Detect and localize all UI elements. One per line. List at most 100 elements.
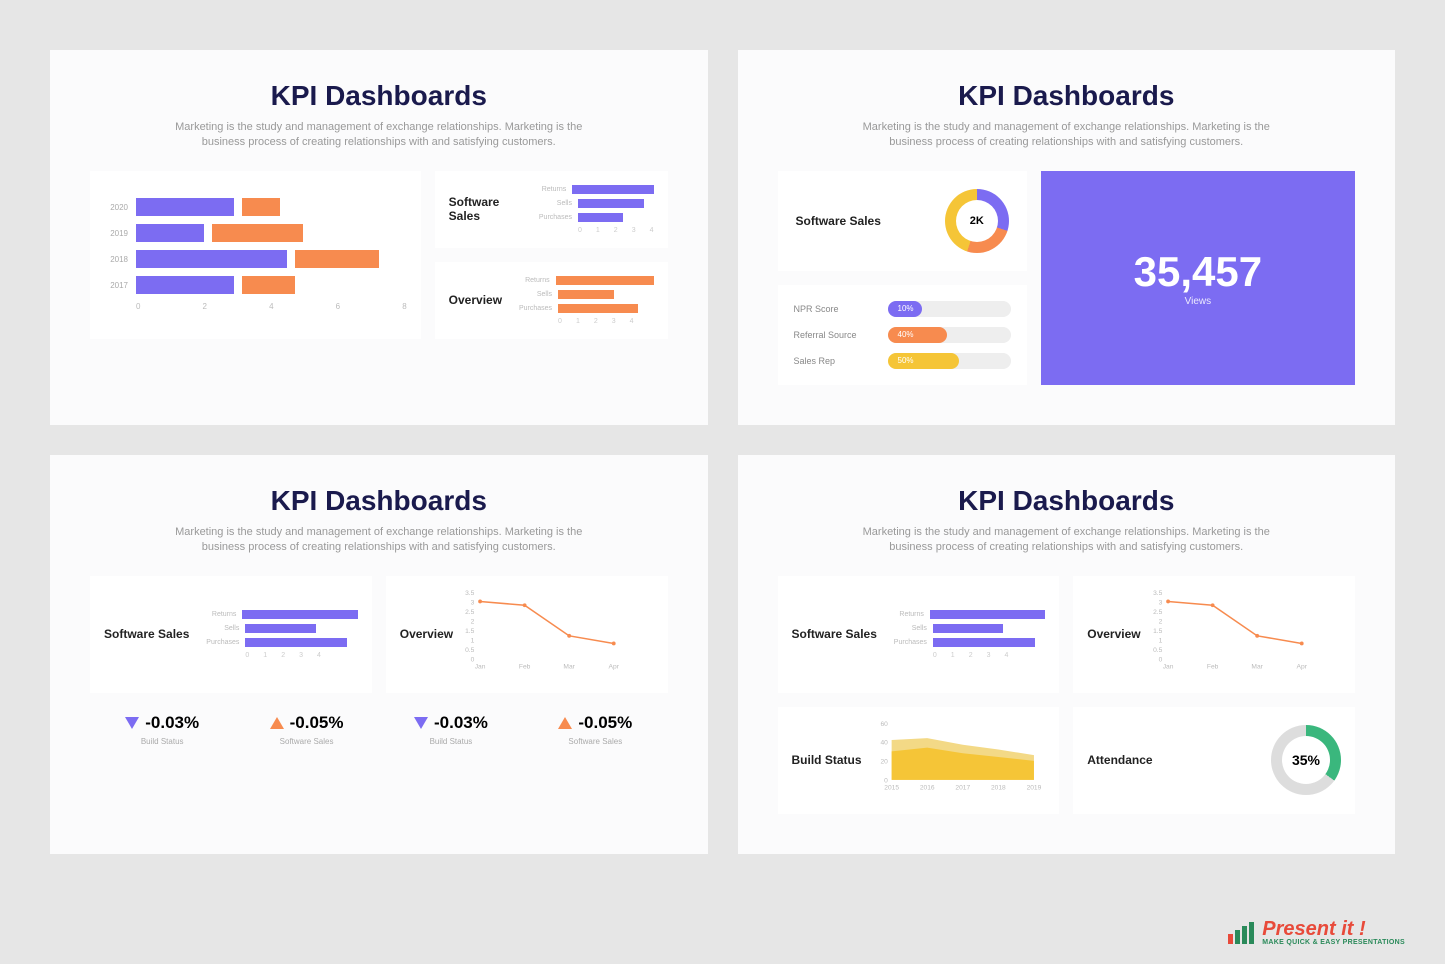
stat-item: -0.05%Software Sales xyxy=(558,713,632,746)
panel-label: Software Sales xyxy=(792,627,877,641)
software-sales-panel: Software Sales ReturnsSellsPurchases0123… xyxy=(435,171,668,248)
slide-subtitle: Marketing is the study and management of… xyxy=(159,525,599,556)
stacked-bar-panel: 202020192018201702468 xyxy=(90,171,421,339)
svg-text:3: 3 xyxy=(1158,599,1162,606)
slide-title: KPI Dashboards xyxy=(778,485,1356,517)
donut-center: 2K xyxy=(956,200,998,242)
donut-panel: Software Sales 2K xyxy=(778,171,1027,271)
svg-text:2015: 2015 xyxy=(884,784,899,791)
pills-panel: NPR Score10% Referral Source40% Sales Rep5… xyxy=(778,285,1027,385)
slide-4: KPI Dashboards Marketing is the study an… xyxy=(738,455,1396,854)
pill-row: Sales Rep50% xyxy=(794,353,1011,369)
panel-label: Software Sales xyxy=(796,214,881,228)
attendance-value: 35% xyxy=(1282,736,1330,784)
pill-row: Referral Source40% xyxy=(794,327,1011,343)
mini-bar-row: Returns xyxy=(201,610,357,619)
bar-row: 2018 xyxy=(104,250,407,268)
pill-row: NPR Score10% xyxy=(794,301,1011,317)
slide-subtitle: Marketing is the study and management of… xyxy=(846,120,1286,151)
big-metric-label: Views xyxy=(1185,296,1212,307)
svg-text:60: 60 xyxy=(880,720,888,727)
stat-item: -0.03%Build Status xyxy=(125,713,199,746)
slide-title: KPI Dashboards xyxy=(778,80,1356,112)
svg-text:Mar: Mar xyxy=(1251,663,1263,670)
panel-label: Software Sales xyxy=(104,627,189,641)
svg-text:Apr: Apr xyxy=(1296,663,1307,670)
mini-bar-row: Returns xyxy=(889,610,1045,619)
bar-row: 2020 xyxy=(104,198,407,216)
stats-row: -0.03%Build Status -0.05%Software Sales -0… xyxy=(90,713,668,746)
svg-text:2017: 2017 xyxy=(955,784,970,791)
trend-down-icon xyxy=(125,717,139,729)
stat-item: -0.03%Build Status xyxy=(414,713,488,746)
bar-row: 2017 xyxy=(104,276,407,294)
software-sales-panel: Software Sales ReturnsSellsPurchases0123… xyxy=(90,576,372,693)
panel-label: Overview xyxy=(400,627,453,641)
logo-mark-icon xyxy=(1228,922,1254,944)
slide-subtitle: Marketing is the study and management of… xyxy=(846,525,1286,556)
svg-text:40: 40 xyxy=(880,739,888,746)
mini-bar-row: Sells xyxy=(889,624,1045,633)
mini-bar-row: Returns xyxy=(514,276,653,285)
mini-bar-row: Sells xyxy=(514,290,653,299)
mini-bar-row: Returns xyxy=(534,185,654,194)
mini-bar-row: Sells xyxy=(201,624,357,633)
stat-item: -0.05%Software Sales xyxy=(270,713,344,746)
svg-text:2: 2 xyxy=(1158,618,1162,625)
attendance-donut: 35% xyxy=(1271,725,1341,795)
svg-text:1.5: 1.5 xyxy=(1153,628,1163,635)
slide-subtitle: Marketing is the study and management of… xyxy=(159,120,599,151)
overview-line-panel: Overview 3.532.521.510.50JanFebMarApr xyxy=(386,576,668,693)
build-status-panel: Build Status 604020020152016201720182019 xyxy=(778,707,1060,814)
attendance-panel: Attendance 35% xyxy=(1073,707,1355,814)
slide-title: KPI Dashboards xyxy=(90,80,668,112)
slide-grid: KPI Dashboards Marketing is the study an… xyxy=(0,0,1445,904)
panel-label: Overview xyxy=(449,293,502,307)
trend-up-icon xyxy=(558,717,572,729)
svg-text:2.5: 2.5 xyxy=(1153,608,1163,615)
svg-text:Mar: Mar xyxy=(564,663,576,670)
panel-label: Attendance xyxy=(1087,753,1152,767)
trend-up-icon xyxy=(270,717,284,729)
software-sales-panel: Software Sales ReturnsSellsPurchases0123… xyxy=(778,576,1060,693)
mini-bar-row: Purchases xyxy=(201,638,357,647)
svg-text:1: 1 xyxy=(471,637,475,644)
svg-text:2016: 2016 xyxy=(919,784,934,791)
slide-1: KPI Dashboards Marketing is the study an… xyxy=(50,50,708,425)
svg-text:1.5: 1.5 xyxy=(465,628,475,635)
svg-text:Feb: Feb xyxy=(519,663,531,670)
panel-label: Software Sales xyxy=(449,195,522,224)
svg-text:2.5: 2.5 xyxy=(465,608,475,615)
svg-text:20: 20 xyxy=(880,758,888,765)
svg-text:Apr: Apr xyxy=(609,663,620,670)
svg-text:Feb: Feb xyxy=(1207,663,1219,670)
slide-title: KPI Dashboards xyxy=(90,485,668,517)
logo-main: Present it ! xyxy=(1262,919,1405,939)
overview-panel: Overview ReturnsSellsPurchases01234 xyxy=(435,262,668,339)
slide-3: KPI Dashboards Marketing is the study an… xyxy=(50,455,708,854)
mini-bar-row: Sells xyxy=(534,199,654,208)
panel-label: Build Status xyxy=(792,753,862,767)
mini-bar-row: Purchases xyxy=(534,213,654,222)
mini-bar-row: Purchases xyxy=(514,304,653,313)
svg-text:Jan: Jan xyxy=(1162,663,1173,670)
donut-chart: 2K xyxy=(945,189,1009,253)
big-metric-panel: 35,457 Views xyxy=(1041,171,1355,385)
svg-text:3.5: 3.5 xyxy=(1153,589,1163,596)
panel-label: Overview xyxy=(1087,627,1140,641)
logo-sub: MAKE QUICK & EASY PRESENTATIONS xyxy=(1262,939,1405,946)
svg-text:3.5: 3.5 xyxy=(465,589,475,596)
svg-text:2: 2 xyxy=(471,618,475,625)
svg-text:0.5: 0.5 xyxy=(1153,647,1163,654)
mini-bar-row: Purchases xyxy=(889,638,1045,647)
svg-text:3: 3 xyxy=(471,599,475,606)
trend-down-icon xyxy=(414,717,428,729)
bar-row: 2019 xyxy=(104,224,407,242)
svg-text:1: 1 xyxy=(1158,637,1162,644)
svg-text:2018: 2018 xyxy=(991,784,1006,791)
svg-text:Jan: Jan xyxy=(475,663,486,670)
svg-text:2019: 2019 xyxy=(1026,784,1041,791)
slide-2: KPI Dashboards Marketing is the study an… xyxy=(738,50,1396,425)
big-metric-value: 35,457 xyxy=(1134,248,1262,296)
overview-line-panel: Overview 3.532.521.510.50JanFebMarApr xyxy=(1073,576,1355,693)
